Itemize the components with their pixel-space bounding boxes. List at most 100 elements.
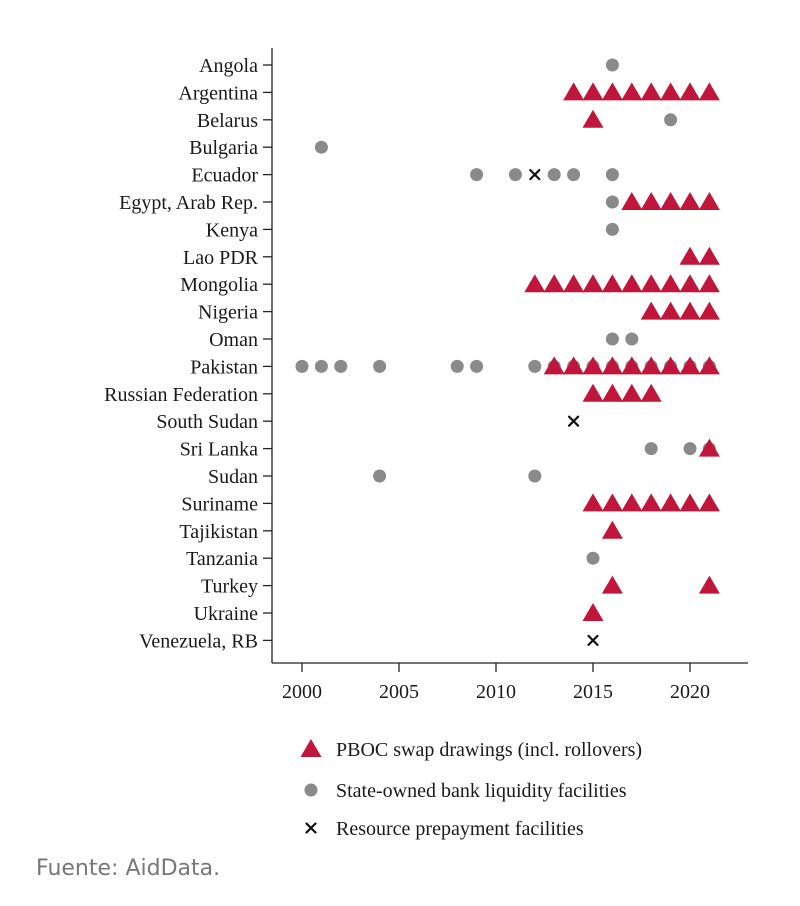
y-tick-label: Argentina xyxy=(178,82,258,104)
circle-marker xyxy=(314,359,328,373)
circle-marker xyxy=(605,195,619,209)
triangle-marker xyxy=(698,274,720,293)
x-tick-label: 2000 xyxy=(282,681,322,703)
cross-stroke xyxy=(567,415,580,427)
y-tick-label: Bulgaria xyxy=(189,137,258,159)
triangle-marker xyxy=(621,82,643,101)
triangle-marker xyxy=(601,356,623,375)
y-tick-label: Ecuador xyxy=(191,165,258,187)
circle-marker xyxy=(625,332,639,346)
y-tick-label: Angola xyxy=(199,55,258,77)
cross-marker xyxy=(305,822,317,834)
circle-marker xyxy=(567,168,581,182)
cross-marker xyxy=(567,415,580,427)
triangle-marker xyxy=(640,301,662,320)
triangle-marker xyxy=(640,192,662,210)
y-tick-label: Venezuela, RB xyxy=(139,630,258,652)
cross-stroke xyxy=(587,634,599,647)
x-tick-label: 2005 xyxy=(379,681,419,703)
cross-stroke xyxy=(529,169,541,181)
triangle-marker xyxy=(601,493,623,512)
cross-marker xyxy=(587,634,599,647)
triangle-marker xyxy=(563,82,585,101)
legend-label: State-owned bank liquidity facilities xyxy=(336,780,627,802)
triangle-marker xyxy=(660,192,682,210)
triangle-marker xyxy=(621,356,643,375)
cross-marker xyxy=(529,169,541,181)
triangle-marker xyxy=(640,356,662,375)
circle-marker xyxy=(508,168,522,182)
triangle-marker xyxy=(601,520,623,539)
y-tick-label: Kenya xyxy=(206,219,258,241)
chart-axes xyxy=(263,48,748,672)
circle-marker xyxy=(683,442,697,456)
triangle-marker xyxy=(660,493,682,512)
triangle-marker xyxy=(679,356,701,375)
circle-marker xyxy=(528,469,542,483)
triangle-marker xyxy=(582,493,604,512)
triangle-marker xyxy=(601,575,623,594)
triangle-marker xyxy=(679,82,701,101)
legend: PBOC swap drawings (incl. rollovers) Stat… xyxy=(300,739,642,840)
y-tick-label: Mongolia xyxy=(180,274,258,296)
legend-label: PBOC swap drawings (incl. rollovers) xyxy=(336,739,642,761)
triangle-marker xyxy=(582,109,604,128)
triangle-marker xyxy=(698,575,720,594)
y-tick-label: Sudan xyxy=(208,466,258,488)
circle-marker xyxy=(304,783,318,797)
triangle-marker xyxy=(679,493,701,512)
triangle-marker xyxy=(601,82,623,101)
y-tick-label: Belarus xyxy=(197,110,258,132)
cross-stroke xyxy=(305,822,317,834)
triangle-markers xyxy=(524,82,720,621)
triangle-marker xyxy=(660,301,682,320)
triangle-marker xyxy=(698,356,720,375)
triangle-marker xyxy=(621,274,643,293)
triangle-marker xyxy=(660,82,682,101)
triangle-marker xyxy=(543,274,565,293)
triangle-marker xyxy=(640,493,662,512)
y-tick-label: Egypt, Arab Rep. xyxy=(119,192,258,214)
circle-marker xyxy=(373,469,387,483)
circle-marker xyxy=(605,58,619,72)
circle-marker xyxy=(664,113,678,127)
y-tick-label: Turkey xyxy=(201,576,258,598)
circle-marker xyxy=(586,551,600,565)
circle-marker xyxy=(644,442,658,456)
x-axis-labels: 2000 2005 2010 2015 2020 xyxy=(282,681,710,703)
y-tick-label: Pakistan xyxy=(190,356,258,378)
triangle-marker xyxy=(300,739,322,757)
circle-marker xyxy=(605,332,619,346)
triangle-marker xyxy=(679,246,701,265)
circle-marker xyxy=(450,359,464,373)
circle-marker xyxy=(605,168,619,182)
triangle-marker xyxy=(621,192,643,210)
triangle-marker xyxy=(679,192,701,210)
circle-marker xyxy=(470,168,484,182)
triangle-marker xyxy=(698,82,720,101)
source-note: Fuente: AidData. xyxy=(36,856,221,881)
y-axis-labels: Angola Argentina Belarus Bulgaria Ecuador Egy… xyxy=(104,55,259,652)
triangle-marker xyxy=(660,274,682,293)
triangle-marker xyxy=(601,274,623,293)
y-tick-label: Sri Lanka xyxy=(180,439,258,461)
circle-marker xyxy=(314,140,328,154)
triangle-marker xyxy=(640,383,662,402)
triangle-marker xyxy=(582,356,604,375)
triangle-marker xyxy=(698,438,720,457)
triangle-marker xyxy=(679,274,701,293)
y-tick-label: Tajikistan xyxy=(179,521,258,543)
triangle-marker xyxy=(582,274,604,293)
triangle-marker xyxy=(563,274,585,293)
triangle-marker xyxy=(698,192,720,210)
y-tick-label: Nigeria xyxy=(198,302,258,324)
x-tick-label: 2015 xyxy=(573,681,613,703)
triangle-marker xyxy=(601,383,623,402)
circle-marker xyxy=(373,359,387,373)
triangle-marker xyxy=(698,493,720,512)
triangle-marker xyxy=(563,356,585,375)
triangle-marker xyxy=(582,603,604,621)
circle-marker xyxy=(547,168,561,182)
circle-marker xyxy=(334,359,348,373)
y-tick-label: Lao PDR xyxy=(183,247,259,269)
